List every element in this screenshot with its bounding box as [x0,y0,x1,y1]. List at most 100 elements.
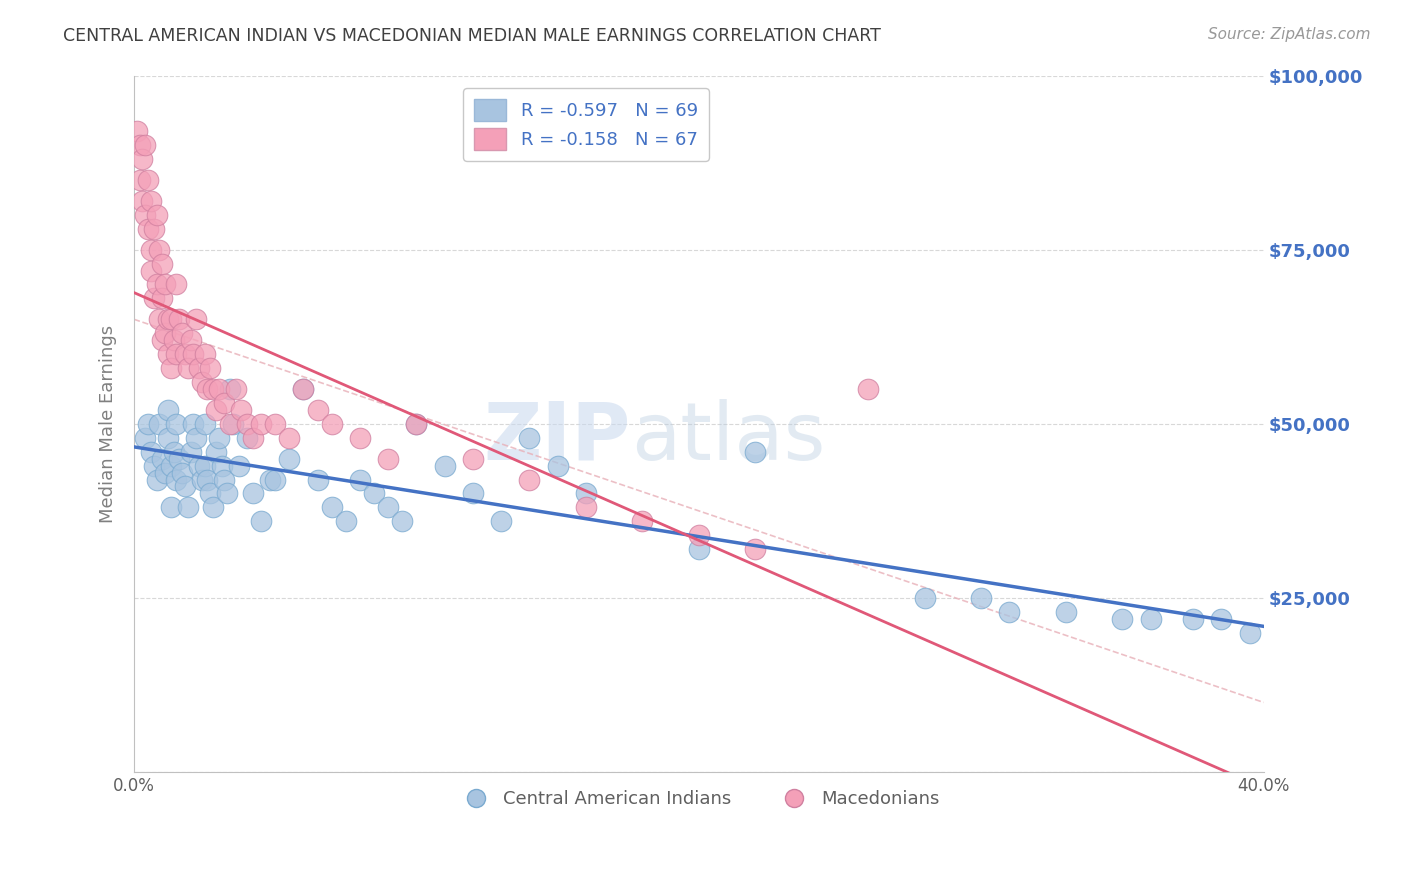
Point [153,466,176,480]
Point [188,458,211,473]
Point [405,417,427,431]
Point [165,473,187,487]
Point [1139,612,1161,626]
Point [222,417,245,431]
Point [194,458,217,473]
Point [191,473,214,487]
Point [159,500,181,515]
Point [236,417,259,431]
Point [307,473,329,487]
Point [183,347,205,361]
Point [156,347,179,361]
Point [148,417,170,431]
Point [150,292,173,306]
Point [405,417,427,431]
Point [142,292,165,306]
Point [142,221,165,235]
Point [205,402,228,417]
Point [519,431,541,445]
Point [145,473,167,487]
Point [200,361,222,376]
Point [264,417,287,431]
Point [307,402,329,417]
Point [202,382,225,396]
Point [259,473,281,487]
Point [349,473,371,487]
Point [1239,625,1261,640]
Point [363,486,385,500]
Point [278,451,301,466]
Point [250,514,273,528]
Point [165,277,187,292]
Point [170,466,193,480]
Point [489,514,512,528]
Point [134,208,156,222]
Point [139,243,162,257]
Point [162,444,184,458]
Point [183,417,205,431]
Point [167,451,190,466]
Point [214,473,236,487]
Legend: Central American Indians, Macedonians: Central American Indians, Macedonians [450,783,948,815]
Point [858,382,880,396]
Point [173,347,195,361]
Point [914,591,936,605]
Point [519,473,541,487]
Point [219,382,242,396]
Point [547,458,569,473]
Point [292,382,315,396]
Point [139,444,162,458]
Point [214,396,236,410]
Point [208,431,231,445]
Point [156,312,179,326]
Point [292,382,315,396]
Point [349,431,371,445]
Point [321,417,343,431]
Point [242,431,264,445]
Point [159,312,181,326]
Point [225,382,247,396]
Point [125,124,148,138]
Point [1054,605,1077,619]
Point [321,500,343,515]
Point [211,458,233,473]
Point [1182,612,1205,626]
Point [128,138,150,153]
Point [433,458,456,473]
Point [197,382,219,396]
Point [228,458,250,473]
Point [136,221,159,235]
Point [148,312,170,326]
Point [242,486,264,500]
Point [391,514,413,528]
Point [194,417,217,431]
Text: CENTRAL AMERICAN INDIAN VS MACEDONIAN MEDIAN MALE EARNINGS CORRELATION CHART: CENTRAL AMERICAN INDIAN VS MACEDONIAN ME… [63,27,882,45]
Point [217,486,239,500]
Point [131,152,153,166]
Point [167,312,190,326]
Point [1111,612,1133,626]
Point [139,263,162,277]
Point [136,173,159,187]
Point [631,514,654,528]
Point [148,243,170,257]
Point [150,451,173,466]
Point [145,208,167,222]
Point [159,458,181,473]
Point [136,417,159,431]
Point [264,473,287,487]
Point [688,542,710,557]
Point [688,528,710,542]
Point [575,486,598,500]
Point [1211,612,1233,626]
Point [335,514,357,528]
Point [165,347,187,361]
Point [162,333,184,347]
Point [153,277,176,292]
Point [377,500,399,515]
Point [186,312,208,326]
Point [744,542,766,557]
Point [131,194,153,208]
Text: ZIP: ZIP [484,399,631,476]
Point [134,431,156,445]
